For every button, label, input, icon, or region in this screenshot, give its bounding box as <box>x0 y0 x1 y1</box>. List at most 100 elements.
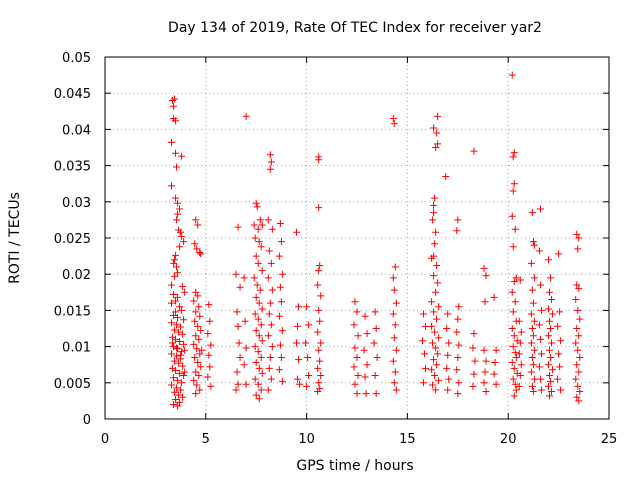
data-point <box>170 401 178 409</box>
data-point <box>174 377 182 385</box>
data-point <box>432 344 440 352</box>
data-point <box>430 209 438 217</box>
data-point <box>174 314 182 322</box>
data-point <box>192 368 200 376</box>
data-point <box>509 187 517 195</box>
data-point <box>454 216 462 224</box>
data-point <box>176 205 184 213</box>
data-point <box>191 353 199 361</box>
data-point <box>511 380 519 388</box>
data-point <box>454 353 462 361</box>
data-point <box>535 363 543 371</box>
data-point <box>517 328 525 336</box>
data-point <box>170 259 178 267</box>
y-tick-label: 0.01 <box>62 341 91 356</box>
x-tick-label: 15 <box>399 432 416 447</box>
data-point <box>277 353 285 361</box>
data-point <box>276 220 284 228</box>
data-point <box>316 317 324 325</box>
data-point <box>362 390 370 398</box>
data-point <box>191 317 199 325</box>
data-point <box>172 194 180 202</box>
x-axis-label: GPS time / hours <box>296 458 413 474</box>
data-point <box>556 363 564 371</box>
data-point <box>453 227 461 235</box>
data-point <box>549 366 557 374</box>
data-point <box>480 264 488 272</box>
data-point <box>303 303 311 311</box>
data-point <box>173 263 181 271</box>
data-point <box>517 361 525 369</box>
data-point <box>254 315 262 323</box>
data-point <box>482 357 490 365</box>
data-point <box>267 259 275 267</box>
data-point <box>178 379 186 387</box>
data-point <box>242 344 250 352</box>
data-point <box>529 299 537 307</box>
data-point <box>574 306 582 314</box>
data-point <box>192 390 200 398</box>
data-point <box>536 375 544 383</box>
data-point <box>178 306 186 314</box>
data-point <box>516 372 524 380</box>
data-point <box>192 308 200 316</box>
data-point <box>391 368 399 376</box>
data-point <box>443 325 451 332</box>
x-tick-label: 25 <box>601 432 618 447</box>
data-point <box>180 372 188 380</box>
data-point <box>207 382 215 390</box>
data-point <box>190 377 198 385</box>
data-point <box>529 332 537 340</box>
data-point <box>363 361 371 369</box>
data-point <box>258 369 266 377</box>
data-point <box>420 379 428 387</box>
data-point <box>180 316 188 324</box>
data-point <box>371 308 379 316</box>
data-point <box>435 303 443 311</box>
data-point <box>174 402 182 410</box>
data-point <box>510 180 518 188</box>
data-point <box>302 339 310 347</box>
data-point <box>547 325 555 332</box>
data-point <box>264 386 272 394</box>
data-point <box>170 374 178 382</box>
data-point <box>389 115 397 123</box>
data-point <box>195 303 203 311</box>
data-point <box>257 243 265 251</box>
data-point <box>351 298 359 306</box>
data-point <box>181 368 189 376</box>
data-point <box>430 124 438 132</box>
y-tick-label: 0.05 <box>62 51 91 66</box>
data-point <box>293 228 301 236</box>
data-point <box>194 322 202 330</box>
data-point <box>545 382 553 390</box>
data-point <box>171 326 179 334</box>
data-point <box>515 382 523 390</box>
data-point <box>509 308 517 316</box>
data-point <box>206 317 214 325</box>
data-point <box>548 296 556 304</box>
data-point <box>482 272 490 280</box>
data-point <box>195 335 203 343</box>
data-point <box>454 390 462 398</box>
data-point <box>354 372 362 380</box>
chart-title: Day 134 of 2019, Rate Of TEC Index for r… <box>168 20 542 36</box>
data-point <box>258 337 266 345</box>
data-point <box>195 372 203 380</box>
data-point <box>573 325 581 332</box>
data-point <box>547 353 555 361</box>
data-point <box>177 386 185 394</box>
data-point <box>315 306 323 314</box>
data-point <box>315 156 323 164</box>
y-tick-label: 0.03 <box>62 196 91 211</box>
data-point <box>430 201 438 209</box>
data-point <box>294 322 302 330</box>
data-point <box>573 393 581 401</box>
data-point <box>170 290 178 298</box>
data-point <box>537 350 545 358</box>
data-point <box>492 380 500 388</box>
data-point <box>172 117 180 125</box>
data-point <box>314 281 322 289</box>
data-point <box>265 364 273 372</box>
